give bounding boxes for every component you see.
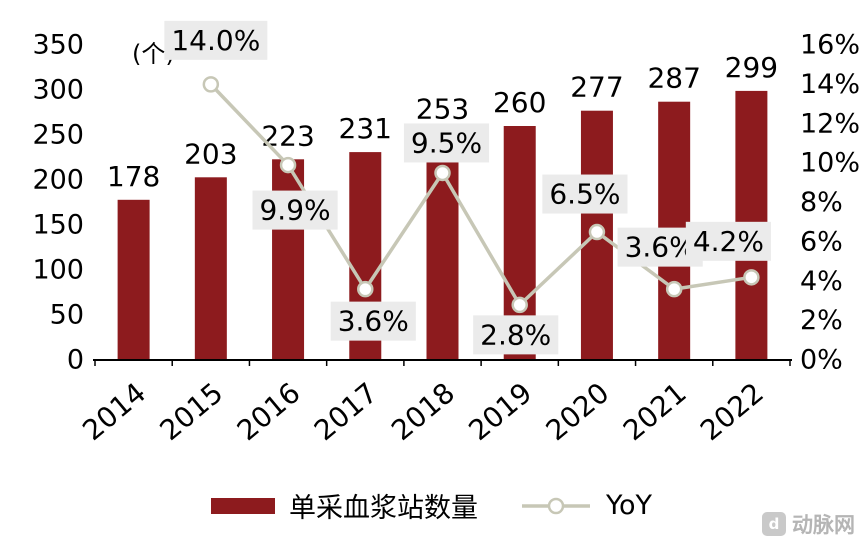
yoy-value-label: 4.2% [693, 225, 764, 258]
right-axis-tick: 4% [800, 266, 843, 297]
yoy-marker-2018 [434, 164, 451, 182]
yoy-label-background [330, 301, 416, 341]
bar-value-label: 277 [570, 71, 623, 104]
bar-2014 [117, 199, 150, 360]
bar-value-label: 299 [725, 51, 778, 84]
yoy-marker-2022 [743, 269, 760, 286]
right-axis-tick: 8% [800, 187, 843, 218]
yoy-label-background [542, 174, 628, 214]
right-axis-tick: 2% [800, 305, 843, 336]
yoy-marker-2021 [665, 280, 683, 298]
line-series-swatch [522, 497, 591, 514]
left-axis-tick: 150 [32, 210, 84, 241]
yoy-marker-2015 [202, 76, 220, 93]
x-axis-label: 2020 [540, 376, 616, 447]
legend-item-line-series: YoY [520, 490, 652, 521]
bar-series-swatch [211, 497, 276, 514]
yoy-marker-2019 [511, 296, 528, 314]
right-axis-tick: 16% [800, 30, 860, 61]
yoy-value-label: 14.0% [171, 24, 260, 57]
yoy-value-label: 3.6% [625, 231, 696, 264]
yoy-label-background [164, 20, 268, 60]
watermark-logo-icon: d [762, 512, 786, 536]
left-axis-tick: 300 [32, 75, 84, 106]
yoy-value-label: 6.5% [549, 178, 620, 211]
left-axis-tick: 0 [67, 345, 84, 376]
x-axis-label: 2015 [154, 376, 230, 447]
left-axis-tick: 100 [32, 255, 84, 286]
yoy-marker-2017 [357, 280, 374, 298]
right-axis-tick: 10% [800, 148, 860, 179]
yoy-label-background [685, 221, 771, 261]
bar-2016 [272, 159, 305, 360]
right-axis-tick: 0% [800, 345, 843, 376]
x-axis-label: 2016 [231, 376, 307, 447]
left-axis-tick: 200 [32, 165, 84, 196]
bar-value-label: 231 [339, 112, 392, 145]
yoy-label-background [403, 123, 490, 163]
plasma-stations-chart: 0 50 100 150 200 250 300 350 0% 2% 4% 6% 8% 10% 12% 14%… [32, 20, 860, 447]
left-axis-tick: 50 [50, 300, 84, 331]
watermark: d 动脉网 [762, 509, 855, 539]
yoy-value-label: 9.9% [259, 194, 330, 227]
yoy-label-background [252, 190, 338, 230]
legend: 单采血浆站数量 YoY [0, 486, 863, 525]
left-axis-tick: 350 [32, 30, 84, 61]
bar-value-label: 203 [184, 137, 237, 170]
x-axis-label: 2021 [617, 376, 693, 447]
right-axis-tick: 14% [800, 69, 860, 100]
x-axis-label: 2018 [385, 376, 461, 447]
yoy-line [209, 83, 752, 307]
bar-value-label: 178 [107, 160, 160, 193]
x-axis-label: 2019 [462, 376, 538, 447]
x-axis-label: 2017 [308, 376, 384, 447]
legend-label-bar-series: 单采血浆站数量 [289, 493, 479, 524]
bar-value-label: 253 [416, 92, 469, 125]
yoy-value-label: 3.6% [338, 305, 409, 338]
left-axis-tick: 250 [32, 120, 84, 151]
bar-value-label: 287 [647, 62, 700, 95]
yoy-value-label: 2.8% [480, 318, 551, 351]
bar-value-label: 260 [493, 86, 546, 119]
legend-item-bar-series: 单采血浆站数量 [211, 486, 478, 525]
legend-label-line-series: YoY [606, 490, 652, 521]
watermark-text: 动脉网 [792, 513, 855, 537]
yoy-marker-2020 [588, 223, 606, 241]
x-axis-label: 2014 [76, 376, 152, 447]
x-axis-label: 2022 [694, 376, 770, 447]
yoy-marker-2016 [279, 156, 297, 174]
yoy-label-background [473, 315, 559, 355]
right-axis-tick: 6% [800, 226, 843, 257]
bar-2015 [194, 177, 227, 360]
yoy-value-label: 9.5% [411, 126, 482, 159]
right-axis-tick: 12% [800, 108, 860, 139]
